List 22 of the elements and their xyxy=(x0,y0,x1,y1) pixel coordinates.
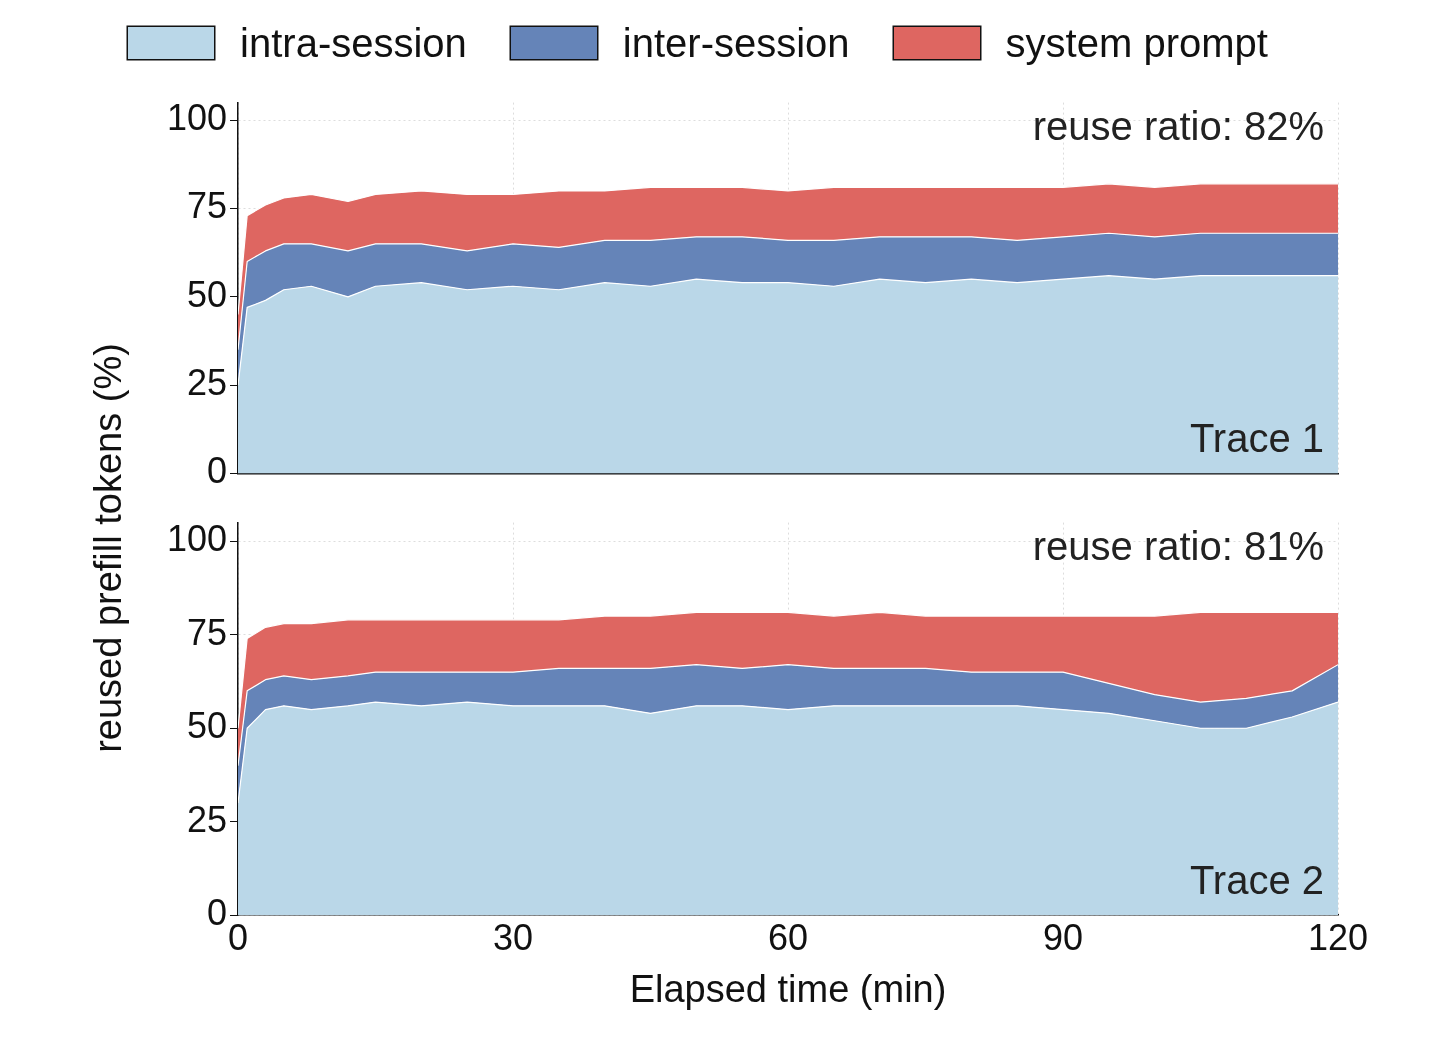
x-tick-label: 30 xyxy=(492,916,534,958)
y-tick-label: 75 xyxy=(186,185,227,227)
x-axis-title: Elapsed time (min) xyxy=(629,967,947,1010)
y-tick-label: 100 xyxy=(166,518,227,560)
annotation: Trace 1 xyxy=(1189,416,1324,461)
x-tick-label: 120 xyxy=(1307,916,1369,958)
legend-label: inter-session xyxy=(622,20,850,66)
legend-label: intra-session xyxy=(240,20,467,66)
x-tick-label: 90 xyxy=(1042,916,1084,958)
y-tick-label: 50 xyxy=(186,705,227,747)
annotation: Trace 2 xyxy=(1189,858,1324,903)
y-axis-title: reused prefill tokens (%) xyxy=(86,343,130,753)
y-tick-label: 75 xyxy=(186,611,227,653)
y-tick-label: 25 xyxy=(186,362,227,404)
y-tick-label: 100 xyxy=(166,97,227,139)
legend-label: system prompt xyxy=(1005,20,1268,66)
y-tick-label: 25 xyxy=(186,798,227,840)
x-tick-label: 60 xyxy=(767,916,809,958)
y-tick-label: 0 xyxy=(206,450,227,492)
y-tick-label: 50 xyxy=(186,273,227,315)
annotation: reuse ratio: 82% xyxy=(1032,103,1324,148)
annotation: reuse ratio: 81% xyxy=(1032,523,1324,568)
